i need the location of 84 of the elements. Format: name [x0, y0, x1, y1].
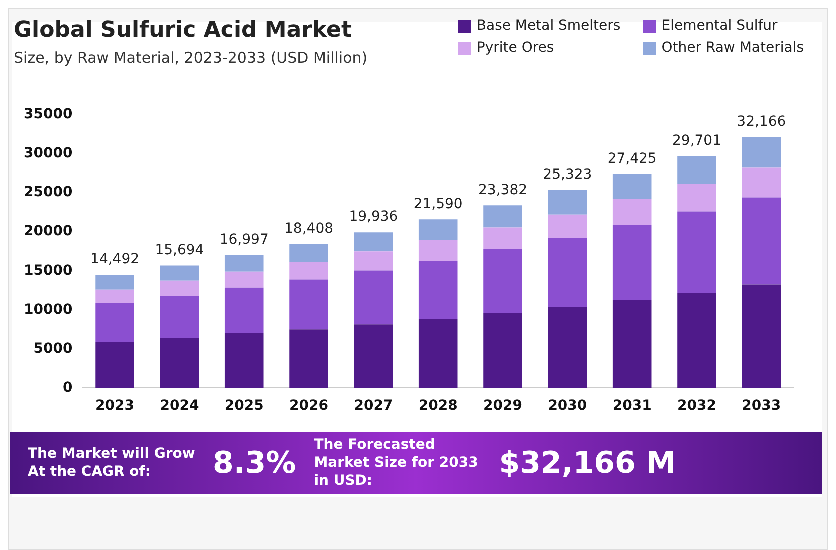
text: The Forecasted Market Size for 2033 in USD: — [314, 436, 480, 490]
text: The Market will Grow At the CAGR of: — [28, 445, 196, 481]
bar — [418, 320, 458, 388]
bar — [224, 256, 264, 272]
legend-label: Pyrite Ores — [476, 40, 554, 56]
text: 8.3% — [213, 446, 296, 480]
y-tick-label: 30000 — [24, 146, 73, 162]
total-label: 18,408 — [284, 221, 334, 238]
y-tick-label: 25000 — [24, 184, 73, 201]
bar — [96, 303, 134, 342]
y-tick-label: 10000 — [24, 302, 73, 318]
total-label: 27,425 — [608, 150, 657, 167]
total-label: 21,590 — [414, 196, 463, 212]
bar — [224, 334, 264, 388]
y-tick-label: 35000 — [24, 106, 73, 123]
bar — [418, 240, 458, 261]
chart-title: Global Sulfuric Acid Market — [14, 18, 353, 43]
bar — [160, 296, 200, 338]
x-tick-label: 2031 — [612, 398, 652, 414]
bar — [612, 300, 652, 388]
bar — [612, 225, 652, 300]
x-tick-label: 2023 — [96, 398, 135, 414]
bar — [224, 272, 264, 288]
y-tick-label: 15000 — [24, 262, 73, 279]
x-tick-label: 2030 — [548, 398, 588, 414]
bar — [484, 206, 522, 228]
text: $32,166 M — [499, 446, 676, 480]
bar — [678, 156, 716, 184]
total-label: 29,701 — [672, 133, 722, 150]
total-label: 32,166 — [737, 114, 786, 130]
bar — [96, 275, 134, 290]
bar — [678, 292, 716, 388]
bar — [742, 284, 782, 388]
bar — [96, 290, 134, 304]
bar — [678, 184, 716, 212]
bar — [418, 260, 458, 320]
total-label: 15,694 — [155, 242, 204, 258]
bar — [354, 270, 394, 325]
bar — [548, 238, 588, 308]
y-tick-label: 20000 — [24, 224, 73, 240]
bar — [160, 266, 200, 281]
x-tick-label: 2024 — [160, 398, 200, 414]
bar — [484, 228, 522, 250]
y-tick-label: 5000 — [34, 340, 73, 357]
bar — [224, 288, 264, 334]
bar — [612, 199, 652, 226]
bar — [160, 280, 200, 296]
legend-label: Base Metal Smelters — [476, 18, 621, 34]
y-tick-label: 0 — [62, 380, 73, 396]
bar — [742, 198, 782, 285]
bar — [484, 313, 522, 388]
bar — [678, 212, 716, 293]
bar — [290, 280, 328, 330]
x-tick-label: 2033 — [742, 398, 782, 414]
x-tick-label: 2027 — [354, 398, 394, 414]
x-tick-label: 2025 — [224, 398, 264, 414]
total-label: 25,323 — [543, 167, 592, 184]
bar — [548, 214, 588, 238]
bar — [354, 252, 394, 271]
bar — [290, 330, 328, 388]
bar — [742, 137, 782, 168]
x-tick-label: 2029 — [484, 398, 522, 414]
legend-label: Elemental Sulfur — [662, 18, 778, 34]
total-label: 19,936 — [349, 209, 398, 226]
bar — [160, 338, 200, 388]
bar — [96, 342, 134, 388]
legend-label: Other Raw Materials — [662, 40, 804, 56]
bar — [418, 220, 458, 240]
bar — [742, 168, 782, 198]
x-tick-label: 2032 — [678, 398, 716, 414]
bar — [290, 262, 328, 280]
bar — [354, 324, 394, 388]
x-tick-label: 2026 — [290, 398, 329, 414]
bar — [548, 307, 588, 388]
bar — [290, 244, 328, 262]
bar — [548, 190, 588, 215]
chart-subtitle: Size, by Raw Material, 2023-2033 (USD Million) — [14, 49, 368, 67]
x-tick-label: 2028 — [418, 398, 458, 414]
bar — [484, 249, 522, 314]
total-label: 16,997 — [220, 232, 269, 248]
total-label: 14,492 — [90, 252, 140, 268]
bar — [612, 174, 652, 200]
total-label: 23,382 — [478, 182, 528, 198]
bar — [354, 232, 394, 252]
